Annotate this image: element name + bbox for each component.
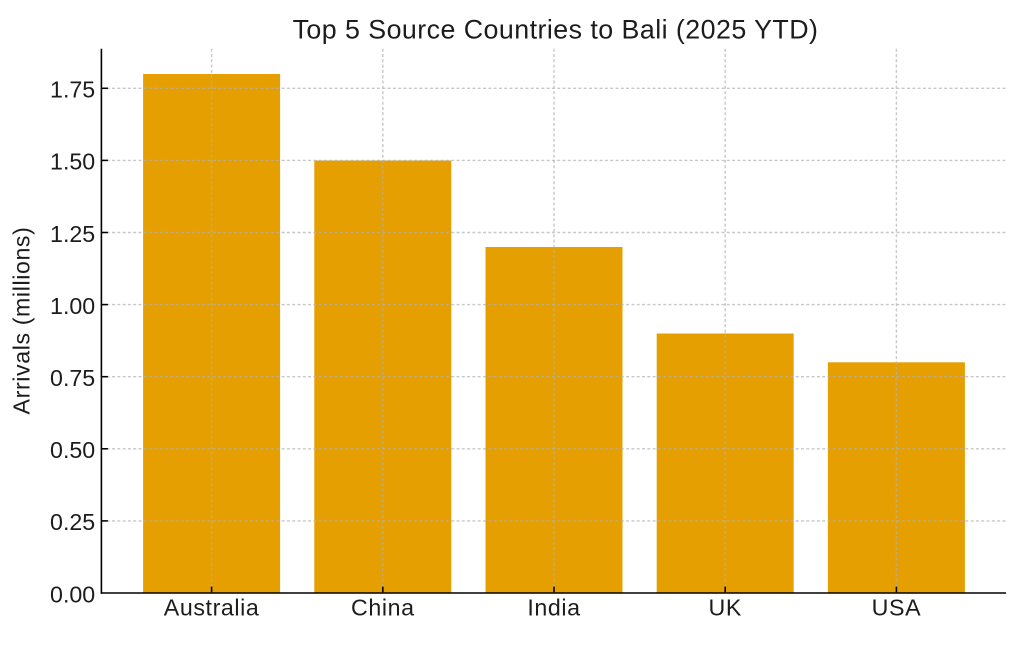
svg-text:0.75: 0.75 xyxy=(50,365,95,391)
svg-text:1.00: 1.00 xyxy=(50,293,95,319)
svg-text:1.50: 1.50 xyxy=(50,149,95,175)
svg-text:0.50: 0.50 xyxy=(50,437,95,463)
svg-text:Australia: Australia xyxy=(164,594,260,620)
svg-text:UK: UK xyxy=(708,594,741,620)
svg-text:1.75: 1.75 xyxy=(50,77,95,103)
svg-text:China: China xyxy=(351,594,415,620)
svg-text:1.25: 1.25 xyxy=(50,221,95,247)
svg-text:Top 5 Source Countries to Bali: Top 5 Source Countries to Bali (2025 YTD… xyxy=(293,14,819,44)
svg-text:USA: USA xyxy=(872,594,921,620)
svg-text:India: India xyxy=(527,594,580,620)
svg-text:Arrivals (millions): Arrivals (millions) xyxy=(9,227,35,415)
svg-text:0.00: 0.00 xyxy=(50,581,95,607)
svg-text:0.25: 0.25 xyxy=(50,509,95,535)
